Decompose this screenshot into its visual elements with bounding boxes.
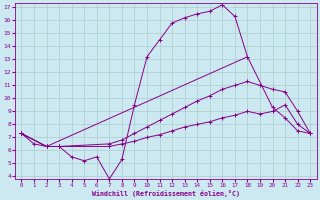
- X-axis label: Windchill (Refroidissement éolien,°C): Windchill (Refroidissement éolien,°C): [92, 190, 240, 197]
